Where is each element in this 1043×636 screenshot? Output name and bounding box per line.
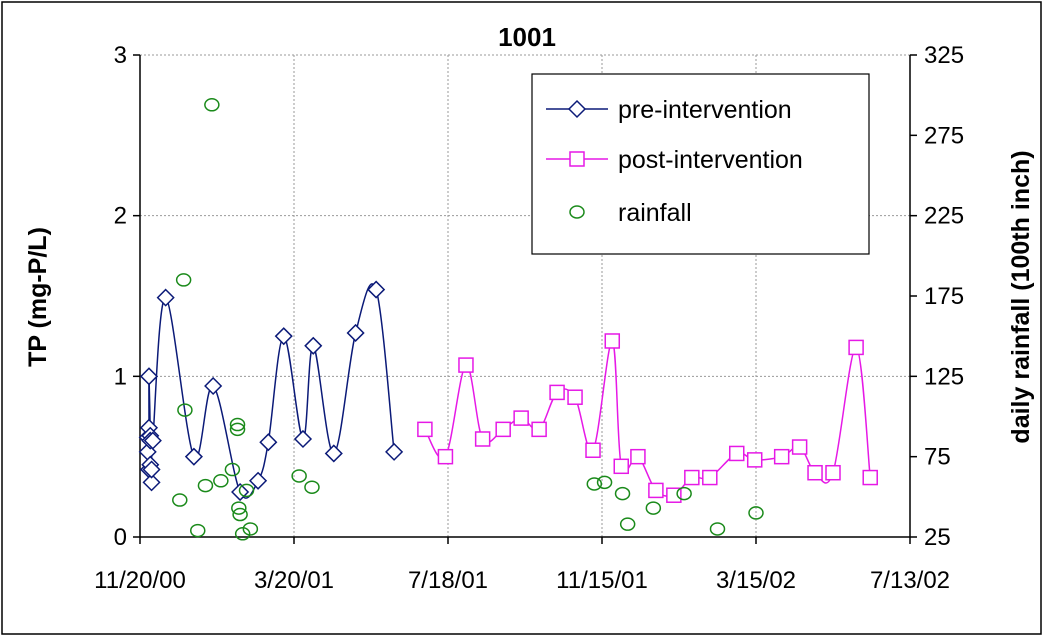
point-rainfall-20 (619, 517, 636, 531)
point-rainfall-18 (586, 477, 603, 491)
y2-tick-label-5: 275 (924, 122, 964, 149)
point-pre-13 (204, 376, 223, 396)
point-post-24 (862, 469, 878, 486)
point-rainfall-5 (177, 403, 193, 417)
point-post-11 (613, 458, 629, 475)
x-tick-label-2: 7/18/01 (408, 567, 488, 594)
y2-tick-label-0: 25 (924, 524, 951, 551)
point-post-13 (648, 482, 664, 499)
x-tick-label-5: 7/13/02 (870, 567, 950, 594)
point-pre-11 (156, 288, 175, 307)
point-pre-9 (142, 460, 161, 479)
point-post-1 (437, 448, 454, 465)
chart-title: 1001 (498, 22, 556, 52)
point-post-10 (604, 333, 621, 349)
point-post-18 (746, 452, 763, 468)
point-post-19 (773, 448, 790, 465)
point-pre-12 (184, 447, 203, 466)
point-rainfall-19 (596, 475, 613, 490)
point-rainfall-14 (238, 483, 255, 498)
point-rainfall-17 (304, 480, 320, 494)
point-pre-21 (346, 323, 365, 343)
legend-label-post: post-intervention (618, 146, 803, 174)
point-rainfall-7 (213, 474, 229, 488)
series-line-diamond (146, 283, 395, 499)
y-tick-label-3: 3 (114, 42, 127, 69)
point-rainfall-13 (234, 527, 251, 541)
point-pre-16 (259, 433, 278, 452)
point-post-9 (585, 442, 601, 458)
point-rainfall-6 (197, 478, 214, 493)
x-tick-label-4: 3/15/02 (716, 567, 796, 594)
y-tick-label-1: 1 (114, 363, 127, 390)
point-pre-8 (142, 473, 161, 492)
point-post-23 (848, 339, 864, 356)
point-pre-20 (324, 444, 343, 463)
point-rainfall-23 (709, 522, 726, 536)
point-rainfall-3 (190, 523, 206, 538)
y-axis-label: TP (mg-P/L) (24, 227, 52, 367)
point-post-6 (531, 421, 547, 438)
y-tick-label-2: 2 (114, 203, 127, 230)
y2-tick-label-2: 125 (924, 363, 964, 390)
point-rainfall-8 (224, 462, 241, 477)
point-post-16 (702, 469, 718, 486)
point-pre-18 (293, 429, 313, 449)
y2-tick-label-3: 175 (924, 283, 964, 310)
point-rainfall-12 (232, 507, 248, 522)
point-post-2 (458, 357, 474, 373)
point-post-12 (630, 448, 646, 465)
point-post-21 (807, 464, 823, 481)
legend-label-pre: pre-intervention (618, 96, 792, 124)
point-rainfall-11 (231, 501, 247, 515)
legend-marker-post (569, 151, 585, 167)
point-post-5 (513, 410, 529, 426)
point-rainfall-16 (291, 469, 307, 483)
point-rainfall-0 (172, 493, 188, 507)
point-pre-10 (143, 431, 162, 450)
point-pre-4 (139, 367, 159, 386)
point-rainfall-15 (242, 522, 259, 536)
point-pre-15 (249, 471, 268, 490)
point-rainfall-21 (645, 501, 662, 515)
x-tick-label-0: 11/20/00 (94, 567, 186, 594)
y2-tick-label-4: 225 (924, 203, 964, 230)
point-post-4 (495, 421, 511, 438)
y2-axis-label: daily rainfall (100th inch) (1007, 150, 1035, 443)
point-rainfall-4 (175, 273, 192, 287)
legend-marker-rainfall (569, 205, 585, 219)
x-tick-label-3: 11/15/01 (556, 567, 648, 594)
point-pre-22 (367, 280, 386, 299)
point-rainfall-2 (614, 486, 631, 501)
point-pre-19 (304, 336, 323, 355)
x-tick-label-1: 3/20/01 (254, 567, 334, 594)
point-post-20 (791, 439, 808, 455)
point-post-3 (474, 431, 491, 447)
legend-marker-pre (567, 99, 587, 119)
point-pre-23 (385, 442, 404, 461)
legend-box (531, 73, 870, 255)
point-post-15 (684, 469, 700, 486)
y2-tick-label-6: 325 (924, 42, 964, 69)
point-post-22 (825, 464, 841, 481)
point-post-17 (729, 445, 745, 462)
point-post-8 (567, 389, 583, 405)
point-post-7 (549, 384, 565, 401)
point-rainfall-22 (676, 486, 692, 501)
legend-label-rainfall: rainfall (618, 199, 692, 227)
point-rainfall-9 (229, 417, 246, 432)
point-rainfall-1 (204, 98, 220, 112)
point-post-0 (417, 421, 433, 438)
point-rainfall-10 (229, 422, 246, 437)
point-pre-17 (274, 327, 293, 346)
legend: pre-intervention post-intervention rainf… (531, 73, 870, 255)
point-rainfall-24 (748, 506, 764, 520)
y2-tick-label-1: 75 (924, 444, 951, 471)
y-tick-label-0: 0 (114, 524, 127, 551)
